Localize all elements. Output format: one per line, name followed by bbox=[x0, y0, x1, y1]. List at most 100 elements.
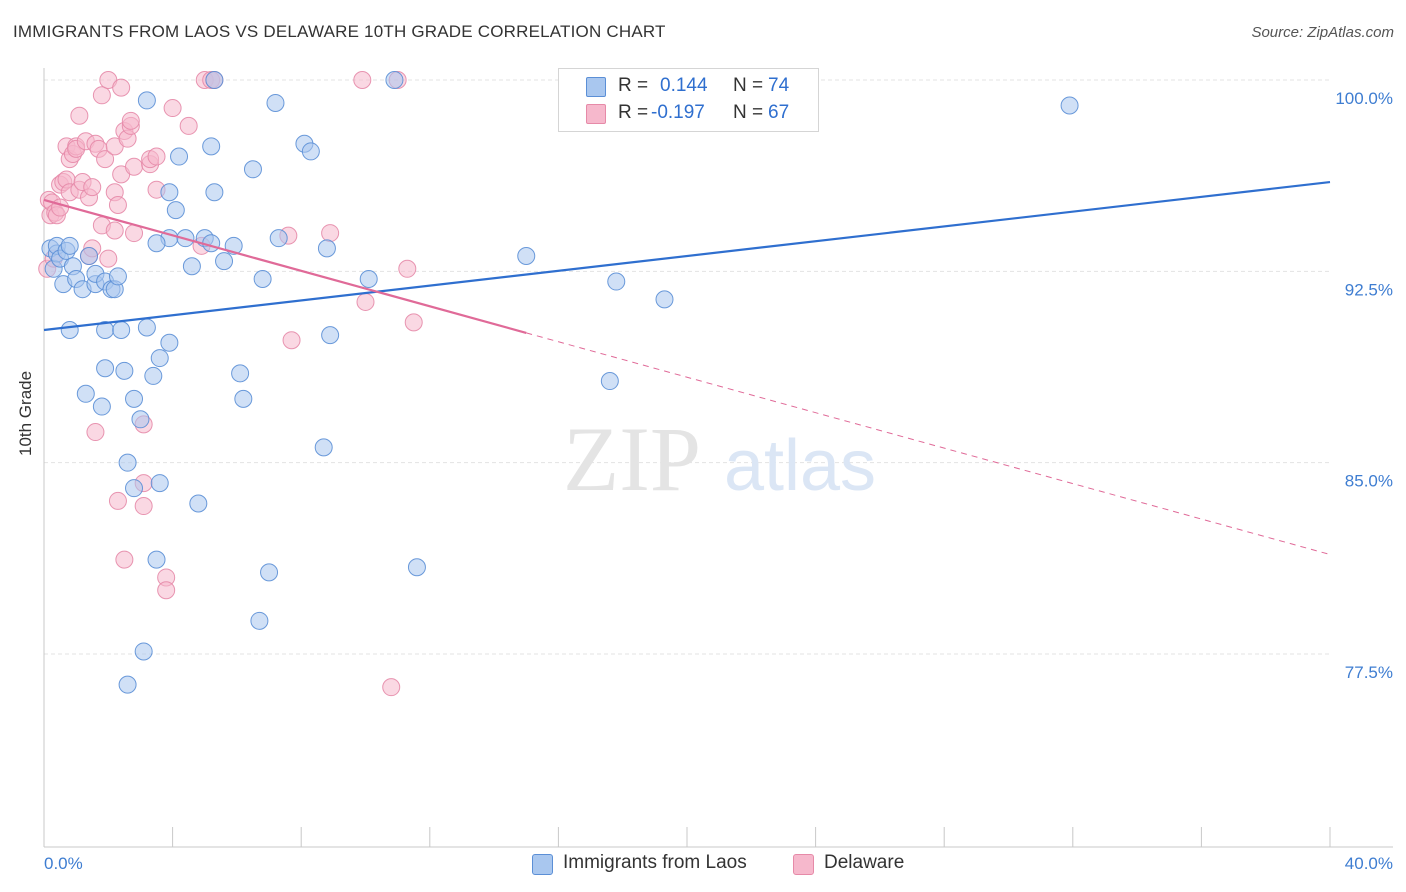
laos-point bbox=[150, 349, 169, 368]
delaware-point bbox=[321, 224, 340, 243]
legend-swatch-delaware bbox=[586, 104, 606, 124]
laos-point bbox=[92, 397, 111, 416]
x-tick-label: 0.0% bbox=[44, 854, 83, 873]
laos-trend-line bbox=[43, 180, 1331, 332]
bottom-legend-swatch-laos bbox=[532, 854, 553, 875]
legend-r-value: -0.197 bbox=[651, 102, 705, 123]
laos-point bbox=[170, 147, 189, 166]
laos-point bbox=[144, 366, 163, 385]
delaware-point bbox=[121, 111, 140, 130]
legend-n-label: N = bbox=[733, 75, 764, 96]
delaware-point bbox=[115, 550, 134, 569]
delaware-point bbox=[83, 178, 102, 197]
laos-point bbox=[317, 239, 336, 258]
legend-r-value: 0.144 bbox=[660, 75, 708, 96]
laos-point bbox=[182, 257, 201, 276]
watermark: ZIP atlas bbox=[563, 408, 876, 510]
delaware-points bbox=[38, 71, 423, 697]
y-tick-label: 85.0% bbox=[1345, 472, 1393, 491]
y-tick-label: 100.0% bbox=[1335, 89, 1393, 108]
delaware-point bbox=[108, 491, 127, 510]
laos-point bbox=[76, 384, 95, 403]
laos-point bbox=[250, 611, 269, 630]
laos-point bbox=[60, 321, 79, 340]
delaware-point bbox=[70, 106, 89, 125]
delaware-point bbox=[112, 78, 131, 97]
delaware-point bbox=[108, 196, 127, 215]
trend-lines bbox=[43, 180, 1331, 555]
laos-point bbox=[600, 372, 619, 391]
delaware-point bbox=[398, 259, 417, 278]
source-label: Source: ZipAtlas.com bbox=[1251, 24, 1394, 41]
bottom-legend-label-delaware: Delaware bbox=[824, 852, 905, 873]
laos-point bbox=[134, 642, 153, 661]
laos-point bbox=[231, 364, 250, 383]
delaware-point bbox=[147, 147, 166, 166]
laos-point bbox=[160, 333, 179, 352]
laos-point bbox=[269, 229, 288, 248]
chart-title: IMMIGRANTS FROM LAOS VS DELAWARE 10TH GR… bbox=[13, 22, 666, 41]
delaware-trend-line bbox=[43, 198, 527, 334]
axes bbox=[43, 68, 1393, 848]
delaware-point bbox=[382, 678, 401, 697]
delaware-point bbox=[404, 313, 423, 332]
laos-point bbox=[243, 160, 262, 179]
laos-point bbox=[115, 361, 134, 380]
laos-point bbox=[266, 93, 285, 112]
laos-point bbox=[112, 321, 131, 340]
delaware-point bbox=[134, 497, 153, 516]
laos-point bbox=[359, 269, 378, 288]
laos-point bbox=[125, 389, 144, 408]
legend-n-label: N = bbox=[733, 102, 764, 123]
y-axis-label: 10th Grade bbox=[16, 370, 35, 456]
laos-point bbox=[260, 563, 279, 582]
laos-point bbox=[517, 247, 536, 266]
laos-point bbox=[160, 183, 179, 202]
laos-point bbox=[137, 91, 156, 110]
laos-point bbox=[150, 474, 169, 493]
laos-point bbox=[655, 290, 674, 309]
correlation-legend: R = 0.144 N = 74 R = -0.197 N = 67 bbox=[558, 68, 819, 132]
laos-point bbox=[96, 359, 115, 378]
grid-lines bbox=[44, 79, 1330, 655]
bottom-legend-label-laos: Immigrants from Laos bbox=[563, 852, 747, 873]
laos-point bbox=[125, 479, 144, 498]
laos-point bbox=[607, 272, 626, 291]
legend-n-value: 67 bbox=[768, 102, 790, 123]
y-tick-label: 92.5% bbox=[1345, 280, 1393, 299]
delaware-trend-extension bbox=[526, 332, 1331, 555]
watermark-atlas: atlas bbox=[724, 426, 876, 506]
laos-point bbox=[118, 453, 137, 472]
laos-point bbox=[147, 550, 166, 569]
laos-point bbox=[314, 438, 333, 457]
delaware-point bbox=[86, 423, 105, 442]
laos-point bbox=[1060, 96, 1079, 115]
delaware-point bbox=[99, 249, 118, 268]
delaware-point bbox=[163, 99, 182, 118]
delaware-point bbox=[92, 86, 111, 105]
bottom-legend-swatch-delaware bbox=[793, 854, 814, 875]
watermark-zip: ZIP bbox=[563, 408, 701, 510]
legend-n-value: 74 bbox=[768, 75, 790, 96]
delaware-point bbox=[105, 221, 124, 240]
x-tick-label: 40.0% bbox=[1345, 854, 1393, 873]
laos-point bbox=[108, 267, 127, 286]
laos-point bbox=[166, 201, 185, 220]
laos-point bbox=[60, 236, 79, 255]
delaware-point bbox=[125, 157, 144, 176]
y-tick-label: 77.5% bbox=[1345, 663, 1393, 682]
delaware-point bbox=[356, 292, 375, 311]
laos-point bbox=[137, 318, 156, 337]
legend-r-label: R = bbox=[618, 102, 649, 123]
laos-point bbox=[205, 71, 224, 89]
laos-points bbox=[41, 71, 1079, 694]
laos-point bbox=[234, 389, 253, 408]
laos-point bbox=[321, 326, 340, 345]
laos-point bbox=[80, 247, 99, 266]
delaware-point bbox=[353, 71, 372, 89]
laos-point bbox=[202, 137, 221, 156]
delaware-point bbox=[157, 581, 176, 600]
laos-point bbox=[385, 71, 404, 89]
laos-point bbox=[253, 269, 272, 288]
